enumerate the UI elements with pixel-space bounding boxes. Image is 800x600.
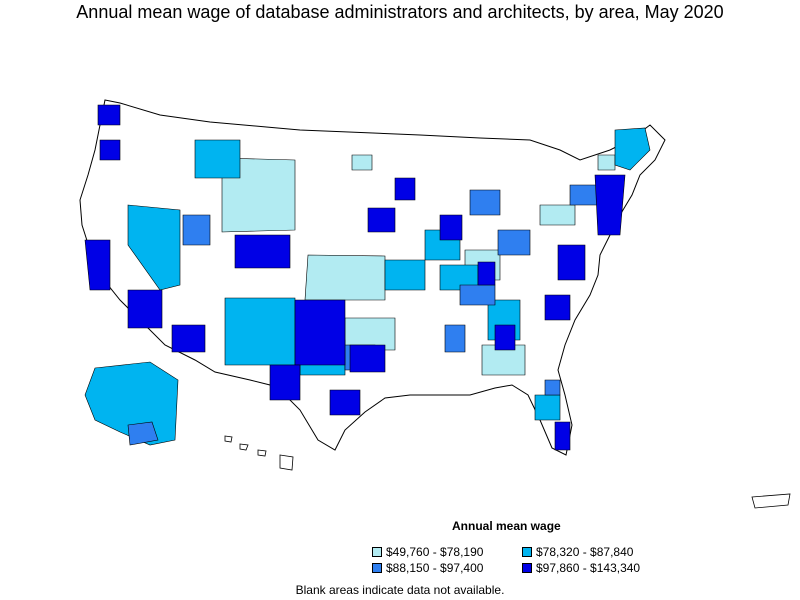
legend-swatch-tier-4 xyxy=(522,563,532,573)
region-seattle xyxy=(97,104,121,126)
region-florida-mid xyxy=(534,394,561,421)
region-minneapolis xyxy=(367,207,396,233)
region-ohio xyxy=(497,229,531,256)
legend-label-tier-1: $49,760 - $78,190 xyxy=(386,545,484,559)
region-dc xyxy=(557,244,586,281)
region-wisconsin xyxy=(394,177,416,201)
region-tennessee xyxy=(459,284,496,306)
region-dallas-texas xyxy=(294,299,346,366)
region-northeast-light xyxy=(539,204,576,226)
tier-1-regions xyxy=(221,154,616,376)
region-florida-west xyxy=(544,379,561,396)
legend-item-tier-1: $49,760 - $78,190 xyxy=(372,545,483,559)
region-nashville xyxy=(477,261,496,286)
tier-4-regions xyxy=(84,104,626,451)
legend-label-tier-4: $97,860 - $143,340 xyxy=(536,561,641,575)
legend-item-tier-2: $78,320 - $87,840 xyxy=(522,545,633,559)
region-los-angeles xyxy=(127,289,163,329)
region-portland xyxy=(99,139,121,161)
region-maine xyxy=(614,127,651,171)
legend-label-tier-3: $88,150 - $97,400 xyxy=(386,561,484,575)
legend-item-tier-3: $88,150 - $97,400 xyxy=(372,561,483,575)
region-boston-nyc xyxy=(594,174,626,236)
region-bay-area xyxy=(84,239,111,291)
region-nevada xyxy=(127,204,181,291)
region-utah-north xyxy=(182,214,211,246)
legend-label-tier-2: $78,320 - $87,840 xyxy=(536,545,634,559)
region-denver xyxy=(234,234,291,269)
region-houston xyxy=(329,389,361,416)
region-new-york xyxy=(569,184,599,206)
region-atlanta xyxy=(494,324,516,351)
region-alaska xyxy=(84,361,179,446)
region-north-central xyxy=(351,154,373,171)
region-raleigh xyxy=(544,294,571,321)
region-alabama xyxy=(444,324,466,353)
region-chicago xyxy=(439,214,463,241)
legend-title: Annual mean wage xyxy=(452,519,561,533)
region-maine-light xyxy=(597,154,616,171)
legend-swatch-tier-3 xyxy=(372,563,382,573)
region-missouri xyxy=(384,259,426,291)
puerto-rico xyxy=(751,493,791,509)
region-san-antonio xyxy=(269,364,301,401)
map-title: Annual mean wage of database administrat… xyxy=(76,2,724,22)
legend-swatch-tier-2 xyxy=(522,547,532,557)
region-miami xyxy=(554,421,571,451)
legend-item-tier-4: $97,860 - $143,340 xyxy=(522,561,640,575)
region-shreveport xyxy=(349,344,386,373)
hawaii xyxy=(224,435,294,471)
blank-areas-note: Blank areas indicate data not available. xyxy=(295,583,505,597)
region-phoenix xyxy=(171,324,206,353)
region-new-mexico xyxy=(224,297,296,366)
region-idaho xyxy=(194,139,241,179)
region-michigan xyxy=(469,189,501,216)
legend-swatch-tier-1 xyxy=(372,547,382,557)
region-kansas xyxy=(304,254,386,301)
region-alaska-south xyxy=(127,421,159,446)
